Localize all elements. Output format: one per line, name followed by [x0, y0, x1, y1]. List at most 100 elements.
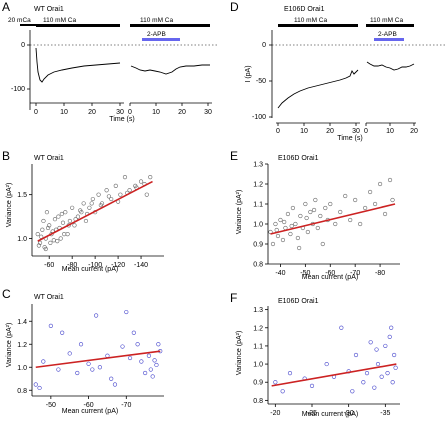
- data-point: [120, 344, 125, 349]
- y-axis-label: Variance (pA²): [6, 323, 13, 368]
- data-point: [343, 193, 348, 199]
- data-point: [323, 205, 328, 211]
- data-point: [37, 240, 43, 245]
- panel-letter-d: D: [230, 0, 239, 14]
- x-tick-a-l1: 10: [60, 109, 68, 116]
- fit-line: [270, 203, 396, 235]
- bar-d-110ca-1: [278, 24, 358, 27]
- data-point: [70, 205, 75, 210]
- data-point: [44, 210, 50, 215]
- x-tick-label: -50: [300, 270, 310, 277]
- y-tick-label: 1.3: [253, 307, 263, 314]
- data-point: [285, 211, 291, 217]
- panel-a-title: WT Orai1: [34, 6, 64, 13]
- data-point: [390, 380, 395, 385]
- data-point: [282, 219, 287, 225]
- data-point: [152, 358, 157, 363]
- trace-a-left: [35, 47, 121, 83]
- panel-a: A WT Orai1 20 mCa 110 mM Ca 110 mM Ca 2-…: [2, 0, 218, 123]
- data-point: [324, 361, 329, 367]
- data-point: [98, 203, 103, 208]
- data-point: [36, 243, 41, 248]
- panel-letter-c: C: [2, 287, 11, 301]
- data-point: [41, 218, 46, 224]
- data-point: [313, 197, 318, 203]
- data-point: [122, 175, 128, 180]
- panel-c: C WT Orai1 Mean current (pA) Variance (p…: [2, 287, 164, 415]
- x-tick-a-l0: 0: [34, 109, 38, 116]
- bar-label-110ca-2: 110 mM Ca: [140, 17, 173, 24]
- data-point: [287, 371, 293, 376]
- data-point: [48, 240, 53, 245]
- data-point: [278, 217, 283, 223]
- y-tick-label: 1.5: [17, 192, 27, 199]
- data-point: [387, 177, 393, 183]
- panel-e: E E106D Orai1 Mean current (pA) Variance…: [230, 149, 400, 281]
- x-ticks-d-right: [365, 123, 415, 126]
- data-point: [305, 229, 310, 235]
- data-point: [90, 367, 95, 372]
- x-tick-d-r2: 20: [410, 128, 418, 135]
- data-point: [297, 245, 302, 251]
- data-point: [105, 353, 110, 358]
- data-point: [58, 236, 63, 241]
- data-point: [143, 370, 148, 376]
- data-point: [293, 221, 298, 227]
- y-tick-label-a-100: -100: [11, 86, 25, 93]
- x-ticks-a-left: [35, 103, 121, 106]
- fit-line: [35, 350, 161, 369]
- data-point: [309, 383, 315, 388]
- data-point: [139, 359, 144, 364]
- data-point: [106, 194, 112, 199]
- y-tick-label: 1.2: [253, 325, 263, 332]
- y-label-d: I (pA): [245, 65, 252, 82]
- apb-label-a: 2-APB: [147, 31, 166, 38]
- x-tick-d-l1: 10: [300, 128, 308, 135]
- x-tick-label: -25: [307, 410, 317, 417]
- data-point: [96, 192, 101, 197]
- x-tick-label: -40: [275, 270, 285, 277]
- data-point: [148, 367, 153, 372]
- data-point: [333, 221, 338, 227]
- y-tick-label: 0.8: [17, 388, 27, 395]
- data-point: [275, 233, 281, 239]
- data-point: [67, 218, 72, 224]
- data-point: [348, 217, 353, 223]
- x-axis-label: Mean current (pA): [62, 266, 118, 273]
- data-point: [358, 221, 363, 227]
- panel-d: D E106D Orai1 110 mM Ca 110 mM Ca 2-APB …: [230, 0, 446, 142]
- data-point: [78, 208, 83, 213]
- data-point: [375, 361, 381, 367]
- x-tick-a-r2: 20: [178, 109, 186, 116]
- chart-title: E106D Orai1: [278, 155, 319, 162]
- data-point: [87, 205, 92, 210]
- x-axis-label: Mean current (pA): [302, 411, 358, 418]
- data-point: [60, 330, 65, 335]
- y-tick-label-a-0: 0: [21, 42, 25, 49]
- chart-title: WT Orai1: [34, 294, 64, 301]
- data-point: [288, 231, 293, 237]
- data-point: [273, 221, 278, 227]
- x-tick-d-r1: 10: [386, 128, 394, 135]
- x-tick-label: -60: [325, 270, 335, 277]
- data-point: [48, 323, 53, 328]
- data-point: [280, 237, 286, 243]
- x-tick-label: -120: [111, 262, 125, 269]
- panel-letter-b: B: [2, 149, 10, 163]
- data-point: [273, 380, 278, 385]
- data-point: [127, 355, 133, 361]
- data-point: [131, 330, 136, 335]
- y-tick-label-d-50: -50: [256, 78, 266, 85]
- data-point: [72, 223, 77, 228]
- bar-label-d-110ca-2: 110 mM Ca: [370, 17, 403, 24]
- data-point: [295, 235, 300, 241]
- x-label-a: Time (s): [109, 116, 134, 123]
- y-tick-label: 1.0: [253, 362, 263, 369]
- y-tick-label-d-100: -100: [252, 114, 266, 121]
- x-tick-label: -80: [375, 270, 385, 277]
- panel-d-title: E106D Orai1: [284, 6, 325, 13]
- data-point: [392, 352, 397, 358]
- data-point: [60, 220, 66, 225]
- x-tick-label: -60: [84, 402, 94, 409]
